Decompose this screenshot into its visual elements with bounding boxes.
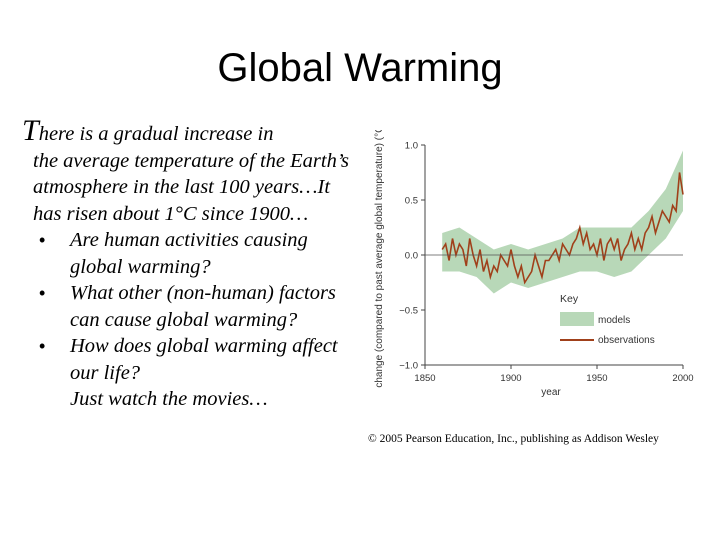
observation-line-layer: [441, 172, 684, 285]
intro-first-letter: T: [22, 114, 39, 147]
question-list: • Are human activities causing global war…: [22, 227, 352, 386]
y-tick-label: 0.0: [405, 251, 418, 262]
legend-label-models: models: [598, 315, 630, 326]
observations-line: [441, 172, 684, 285]
bullet-dot-icon: •: [39, 283, 46, 303]
model-band-layer: [442, 150, 683, 294]
bullet-dot-icon: •: [39, 230, 46, 250]
x-tick-label: 1950: [586, 373, 607, 384]
x-tick-label: 2000: [672, 373, 693, 384]
y-tick-label: −0.5: [399, 306, 418, 317]
intro-rest: the average temperature of the Earth’s a…: [33, 149, 349, 225]
x-tick-label: 1900: [500, 373, 521, 384]
y-tick-label: 0.5: [405, 196, 418, 207]
x-tick-label: 1850: [414, 373, 435, 384]
y-tick-label: 1.0: [405, 141, 418, 152]
legend-title: Key: [560, 293, 579, 305]
legend-label-observations: observations: [598, 335, 655, 346]
bullet-dot-icon: •: [39, 336, 46, 356]
legend-swatch-models: [560, 312, 594, 326]
question-item: • Are human activities causing global war…: [33, 227, 352, 280]
question-text: Are human activities causing global warm…: [70, 229, 308, 278]
y-tick-label: −1.0: [399, 361, 418, 372]
copyright-notice: © 2005 Pearson Education, Inc., publishi…: [368, 433, 659, 445]
question-text: What other (non-human) factors can cause…: [70, 282, 336, 331]
intro-line1: here is a gradual increase in: [38, 123, 274, 145]
slide-title: Global Warming: [217, 46, 503, 90]
legend: Key models observations: [560, 293, 655, 346]
slide-body: There is a gradual increase in the avera…: [22, 116, 352, 413]
models-band: [442, 150, 683, 294]
intro-paragraph: There is a gradual increase in: [22, 116, 352, 148]
y-axis-label: change (compared to past average global …: [374, 130, 385, 388]
x-axis-label: year: [541, 387, 561, 398]
closing-line: Just watch the movies…: [70, 388, 268, 410]
question-item: • How does global warming affect our life…: [33, 333, 352, 386]
question-text: How does global warming affect our life?: [70, 335, 338, 384]
question-item: • What other (non-human) factors can caus…: [33, 280, 352, 333]
